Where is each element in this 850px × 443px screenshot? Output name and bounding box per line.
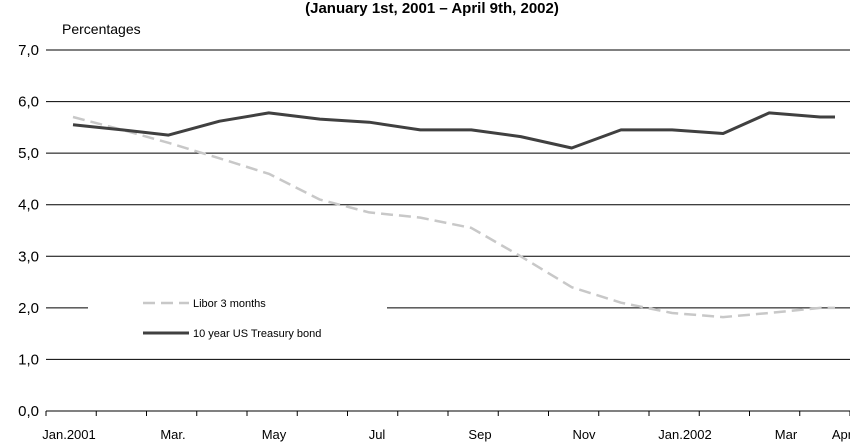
y-tick-label: 4,0 [18, 197, 39, 214]
y-axis-label: Percentages [62, 21, 141, 37]
y-tick-label: 0,0 [18, 403, 39, 420]
legend-label-0: Libor 3 months [193, 298, 266, 310]
y-tick-label: 6,0 [18, 94, 39, 111]
x-tick-label: Jul [369, 427, 386, 442]
x-tick-label: Mar. [160, 427, 185, 442]
gridlines [46, 49, 850, 360]
series-line-1 [72, 111, 835, 150]
y-tick-label: 3,0 [18, 248, 39, 265]
x-tick-label: Apr [832, 427, 850, 442]
legend: Libor 3 months 10 year US Treasury bond [143, 298, 321, 340]
x-tick-label: Sep [468, 427, 491, 442]
x-tick-labels: Jan.2001 Mar. May Jul Sep Nov Jan.2002 Mar Apr [42, 427, 850, 442]
chart-title: (January 1st, 2001 – April 9th, 2002) [305, 0, 559, 17]
y-tick-label: 1,0 [18, 351, 39, 368]
y-tick-label: 5,0 [18, 145, 39, 162]
x-tick-label: Jan.2002 [658, 427, 712, 442]
y-tick-labels: 0,0 1,0 2,0 3,0 4,0 5,0 6,0 7,0 [18, 42, 39, 420]
series-lines [72, 111, 835, 319]
x-tick-label: May [262, 427, 287, 442]
x-tick-label: Jan.2001 [42, 427, 96, 442]
y-tick-label: 7,0 [18, 42, 39, 59]
x-tick-label: Mar [775, 427, 798, 442]
x-axis [45, 410, 850, 416]
y-tick-label: 2,0 [18, 300, 39, 317]
series-line-0 [72, 115, 835, 319]
legend-label-1: 10 year US Treasury bond [193, 328, 321, 340]
x-tick-label: Nov [572, 427, 596, 442]
